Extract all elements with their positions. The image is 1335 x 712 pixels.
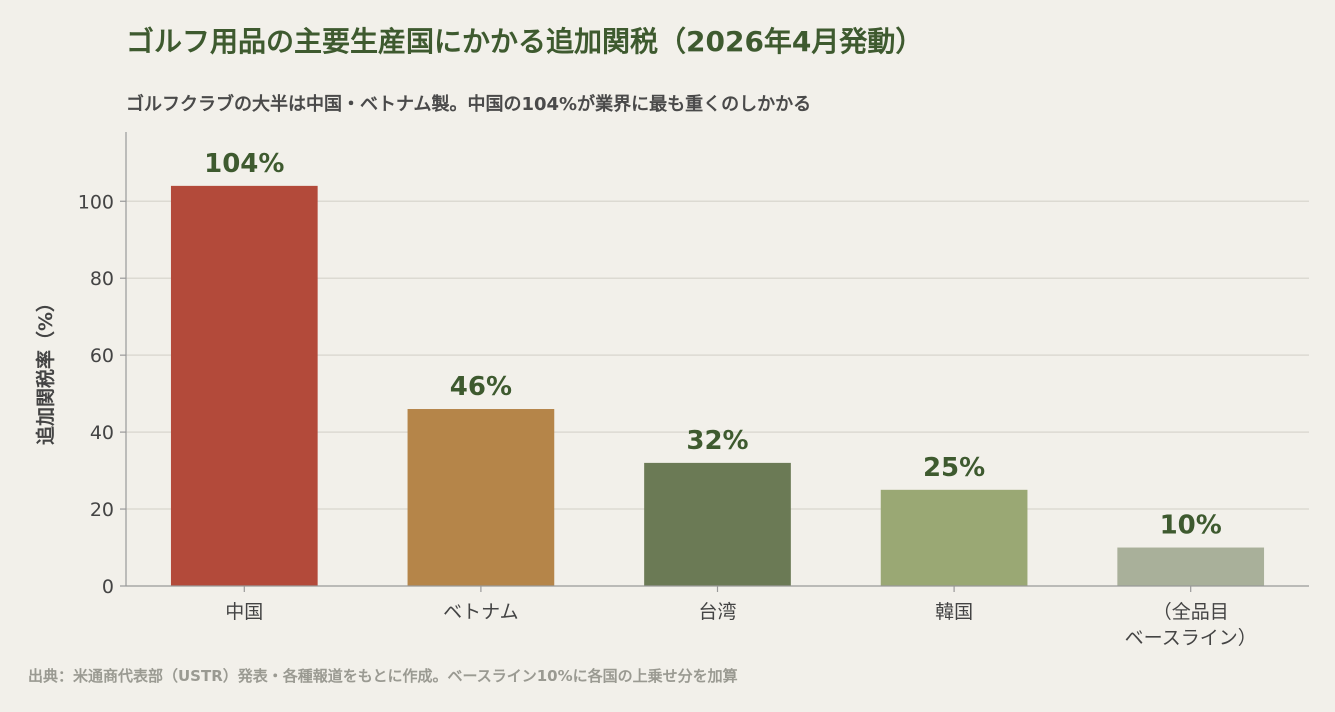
category-label: 韓国 [935, 601, 973, 623]
axes: 0 20 40 60 80 100 追加関税率（%） [34, 132, 1309, 598]
bar [644, 462, 791, 586]
y-tick-label: 60 [90, 345, 114, 367]
category-label: 台湾 [698, 601, 736, 623]
category-label: ベトナム [443, 601, 518, 623]
category-label: 中国 [225, 601, 263, 623]
category-label: ベースライン） [1125, 627, 1257, 649]
data-label: 46% [450, 372, 512, 402]
y-tick-label: 80 [90, 268, 114, 290]
bar [880, 489, 1028, 586]
y-tick-label: 0 [102, 576, 114, 598]
category-label: （全品目 [1153, 601, 1229, 623]
bar [170, 185, 318, 586]
y-tick-label: 20 [90, 499, 114, 521]
data-label: 104% [204, 149, 284, 179]
data-label: 25% [923, 453, 985, 483]
data-label: 32% [686, 426, 748, 456]
chart-title: ゴルフ用品の主要生産国にかかる追加関税（2026年4月発動） [126, 25, 924, 58]
bars [170, 185, 1265, 586]
bar [407, 409, 555, 586]
y-axis-label: 追加関税率（%） [34, 293, 57, 445]
source-note: 出典：米通商代表部（USTR）発表・各種報道をもとに作成。ベースライン10%に各… [28, 667, 738, 685]
y-tick-label: 40 [90, 422, 114, 444]
bar [1117, 547, 1265, 586]
y-tick-label: 100 [78, 191, 114, 213]
data-label: 10% [1160, 511, 1222, 541]
chart-subtitle: ゴルフクラブの大半は中国・ベトナム製。中国の104%が業界に最も重くのしかかる [126, 94, 812, 115]
